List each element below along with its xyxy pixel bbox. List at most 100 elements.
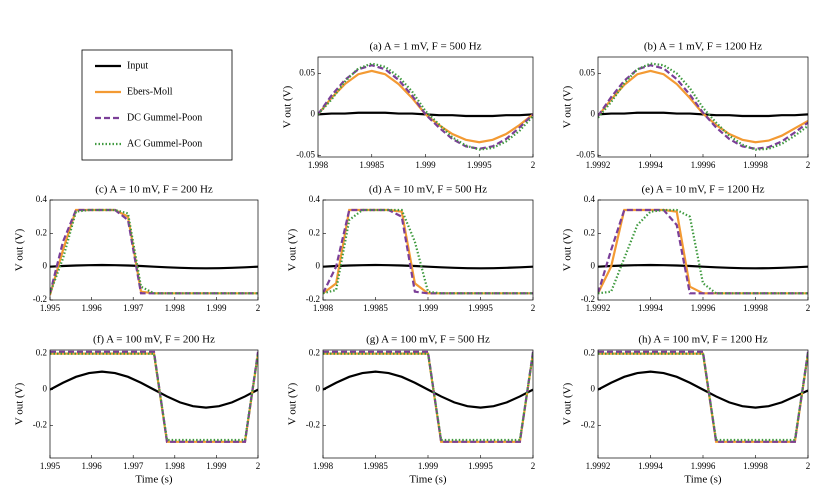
x-tick-label: 2 (806, 160, 811, 170)
x-tick-label: 1.9992 (586, 160, 611, 170)
y-axis-label: V out (V) (14, 382, 26, 425)
legend-box (81, 49, 233, 161)
y-axis-label: V out (V) (562, 228, 574, 271)
x-tick-label: 1.999 (415, 160, 436, 170)
y-tick-label: 0.05 (579, 67, 595, 77)
x-tick-label: 1.997 (123, 303, 144, 313)
series-line (323, 263, 533, 270)
series-line (598, 263, 808, 270)
x-tick-label: 1.998 (165, 461, 186, 471)
series-line (598, 350, 808, 443)
x-tick-label: 2 (256, 303, 261, 313)
y-axis-label: V out (V) (287, 382, 299, 425)
y-tick-label: 0.2 (309, 227, 320, 237)
panel: 1.995 1.996 1.997 1.998 1.999 2 -0.2 0 0.2 0.4 (c)… (14, 184, 261, 314)
axes-frame (49, 199, 259, 301)
y-tick-label: 0 (591, 384, 596, 394)
series-line (323, 208, 533, 295)
y-tick-label: -0.2 (306, 420, 320, 430)
x-tick-label: 2 (256, 461, 261, 471)
x-tick-label: 1.999 (418, 461, 439, 471)
legend-label: DC Gummel-Poon (127, 112, 202, 123)
axes-frame (597, 56, 809, 158)
x-tick-label: 1.999 (418, 303, 439, 313)
x-tick-label: 1.998 (313, 461, 334, 471)
series-line (50, 263, 258, 270)
plot-area (50, 200, 258, 300)
x-tick-label: 1.9996 (691, 303, 716, 313)
x-axis-label: Time (s) (135, 474, 173, 486)
axes-frame (597, 349, 809, 459)
series-line (50, 208, 258, 295)
axes-frame (49, 349, 259, 459)
panel-title: (c) A = 10 mV, F = 200 Hz (95, 184, 213, 196)
y-tick-label: 0 (591, 261, 596, 271)
y-tick-label: 0 (316, 261, 321, 271)
x-tick-label: 1.996 (81, 461, 102, 471)
y-axis-label: V out (V) (562, 85, 574, 128)
x-tick-label: 1.9996 (691, 461, 716, 471)
x-tick-label: 1.9992 (586, 303, 611, 313)
x-tick-label: 1.9995 (467, 160, 492, 170)
panel-title: (f) A = 100 mV, F = 200 Hz (93, 334, 215, 346)
panel: 1.998 1.9985 1.999 1.9995 2 -0.2 0 0.2 0.4 (d) A … (287, 184, 536, 314)
x-tick-label: 1.9996 (691, 160, 716, 170)
y-axis-label: V out (V) (14, 228, 26, 271)
panel: 1.998 1.9985 1.999 1.9995 2 -0.2 0 0.2 (g) A = 1… (287, 334, 536, 486)
y-tick-label: 0.2 (584, 227, 595, 237)
panel: 1.9992 1.9994 1.9996 1.9998 2 -0.2 0 0.2 (h) A =… (562, 334, 811, 486)
y-tick-label: 0 (311, 108, 316, 118)
x-tick-label: 1.9995 (468, 461, 493, 471)
axes-frame (597, 199, 809, 301)
x-tick-label: 1.999 (206, 303, 227, 313)
legend-label: Ebers-Moll (127, 86, 173, 97)
x-tick-label: 1.9998 (743, 160, 768, 170)
series-line (323, 350, 533, 443)
x-tick-label: 1.9995 (468, 303, 493, 313)
y-tick-label: 0 (316, 384, 321, 394)
panel-title: (g) A = 100 mV, F = 500 Hz (366, 334, 490, 346)
y-tick-label: 0.4 (584, 194, 596, 204)
series-line (50, 352, 258, 443)
y-tick-label: 0.2 (36, 227, 47, 237)
series-line (50, 350, 258, 443)
series-line (323, 208, 533, 295)
y-tick-label: 0.2 (36, 348, 47, 358)
y-tick-label: -0.2 (33, 294, 47, 304)
series-line (50, 208, 258, 295)
series-line (323, 352, 533, 442)
y-tick-label: -0.2 (33, 420, 47, 430)
axes-frame (317, 56, 534, 158)
series-line (50, 370, 258, 409)
x-tick-label: 1.998 (165, 303, 186, 313)
series-line (318, 64, 533, 150)
series-line (598, 370, 808, 409)
x-axis-label: Time (s) (684, 474, 722, 486)
y-tick-label: 0 (43, 384, 48, 394)
x-tick-label: 1.9994 (638, 461, 663, 471)
y-tick-label: 0.2 (309, 348, 320, 358)
y-tick-label: 0.4 (36, 194, 48, 204)
plot-area (598, 200, 808, 300)
panel: 1.9992 1.9994 1.9996 1.9998 2 -0.2 0 0.2 0.4 (e) … (562, 184, 811, 314)
x-tick-label: 1.996 (81, 303, 102, 313)
axes-frame (322, 199, 534, 301)
y-tick-label: -0.05 (576, 149, 595, 159)
plot-area (323, 200, 533, 300)
axes-frame (322, 349, 534, 459)
x-tick-label: 1.998 (308, 160, 329, 170)
y-tick-label: -0.2 (306, 294, 320, 304)
series-line (318, 62, 533, 151)
y-tick-label: -0.05 (296, 149, 315, 159)
x-tick-label: 2 (531, 160, 536, 170)
series-line (598, 352, 808, 442)
panel-title: (h) A = 100 mV, F = 1200 Hz (638, 334, 767, 346)
x-tick-label: 2 (531, 303, 536, 313)
panel-title: (b) A = 1 mV, F = 1200 Hz (644, 41, 762, 53)
x-axis-label: Time (s) (409, 474, 447, 486)
legend-label: AC Gummel-Poon (127, 138, 202, 149)
panel: 1.998 1.9985 1.999 1.9995 2 -0.05 0 0.05 (a) A =… (282, 41, 536, 171)
y-tick-label: -0.2 (581, 294, 595, 304)
y-tick-label: 0.2 (584, 348, 595, 358)
